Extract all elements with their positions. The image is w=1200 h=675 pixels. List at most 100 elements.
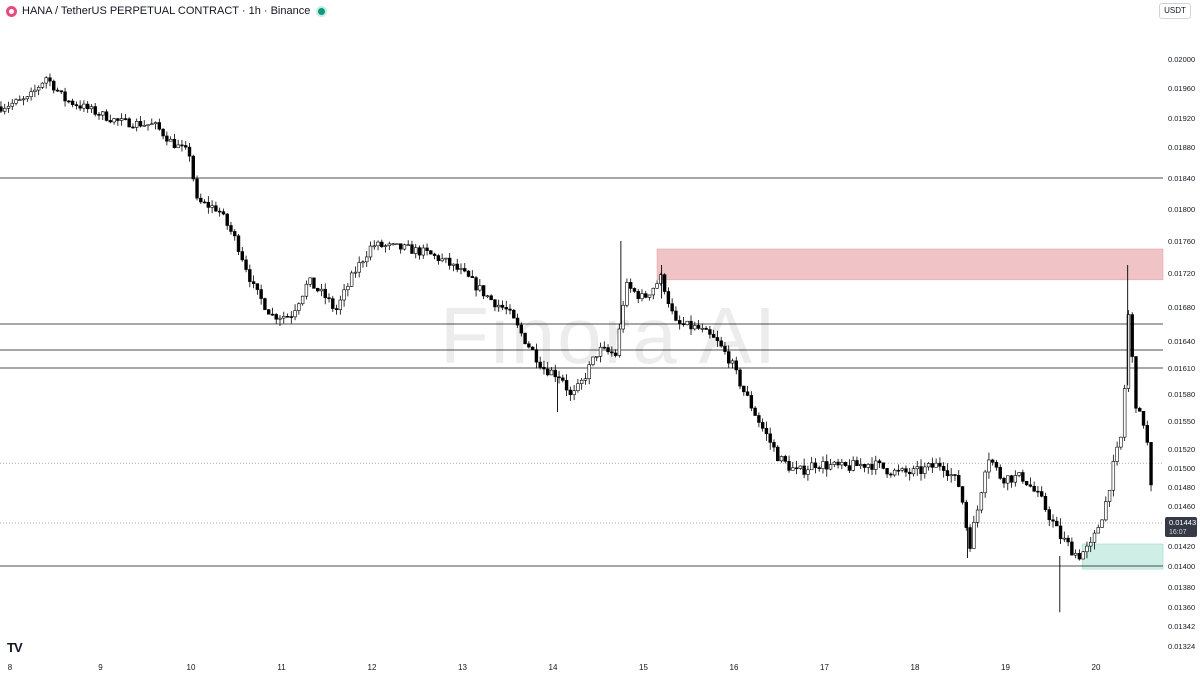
price-tick-label: 0.01760 xyxy=(1168,237,1195,246)
last-price-value: 0.01443 xyxy=(1169,518,1196,527)
candle-body xyxy=(289,316,294,318)
candle-body xyxy=(225,213,229,226)
price-tick-label: 0.01520 xyxy=(1168,445,1195,454)
candle-body xyxy=(945,470,950,477)
candle-body xyxy=(538,361,542,368)
chart-header: HANA / TetherUS PERPETUAL CONTRACT · 1h … xyxy=(6,3,326,19)
candle-body xyxy=(255,283,260,290)
candle-body xyxy=(1006,475,1010,484)
candle-body xyxy=(180,144,184,147)
candle-body xyxy=(723,345,727,352)
candle-body xyxy=(568,389,573,396)
watermark-text: Finora AI xyxy=(440,291,779,380)
price-tick-label: 0.01880 xyxy=(1168,143,1195,152)
candle-body xyxy=(768,433,772,443)
symbol-title[interactable]: HANA / TetherUS PERPETUAL CONTRACT · 1h … xyxy=(22,5,311,17)
candle-body xyxy=(1009,475,1014,483)
candle-body xyxy=(666,291,671,304)
date-tick-label: 15 xyxy=(639,663,648,672)
candle-body xyxy=(1002,478,1006,484)
candle-body xyxy=(700,327,705,330)
price-tick-label: 0.01380 xyxy=(1168,583,1195,592)
candle-body xyxy=(1055,520,1059,527)
candle-body xyxy=(315,288,320,292)
candle-body xyxy=(745,391,750,396)
candle-body xyxy=(825,461,829,470)
candle-body xyxy=(14,99,18,104)
candle-body xyxy=(410,244,414,254)
candle-body xyxy=(1085,545,1089,553)
candle-body xyxy=(990,459,995,463)
candle-body xyxy=(18,99,22,101)
candle-body xyxy=(892,469,897,476)
candle-body xyxy=(685,320,689,326)
candle-body xyxy=(809,462,814,471)
candle-body xyxy=(1013,475,1018,483)
candle-body xyxy=(365,256,369,263)
candle-body xyxy=(48,77,52,82)
candle-body xyxy=(0,106,3,112)
candle-body xyxy=(153,122,158,125)
candle-body xyxy=(828,464,833,470)
candle-body xyxy=(33,89,37,92)
candle-body xyxy=(165,135,169,142)
candle-body xyxy=(908,471,912,475)
price-axis[interactable]: 0.02000 0.01960 0.01920 0.01880 0.01840 0.018… xyxy=(1168,55,1195,651)
candle-body xyxy=(285,315,290,318)
tradingview-logo[interactable]: TV xyxy=(7,640,23,655)
candle-body xyxy=(1066,537,1070,543)
candle-body xyxy=(1017,472,1021,476)
candle-body xyxy=(636,291,640,299)
candle-body xyxy=(210,205,214,208)
candle-body xyxy=(832,461,837,465)
price-tick-label: 0.01550 xyxy=(1168,417,1195,426)
candle-body xyxy=(719,340,723,347)
candle-body xyxy=(444,257,448,260)
candle-body xyxy=(421,247,425,256)
candle-body xyxy=(923,466,927,474)
candle-body xyxy=(21,98,26,101)
candle-body xyxy=(1100,519,1104,528)
candle-body xyxy=(496,304,501,308)
candle-body xyxy=(440,258,444,262)
candle-body xyxy=(474,277,478,291)
candle-body xyxy=(1119,436,1123,448)
candle-body xyxy=(896,469,901,472)
price-tick-label: 0.01680 xyxy=(1168,303,1195,312)
candle-body xyxy=(1081,551,1085,560)
candle-body xyxy=(406,244,410,247)
candle-body xyxy=(591,356,595,365)
candle-body xyxy=(791,467,795,471)
candle-body xyxy=(184,145,188,148)
candle-body xyxy=(561,377,565,381)
date-tick-label: 11 xyxy=(277,663,286,672)
last-price-box xyxy=(1165,517,1197,537)
date-tick-label: 18 xyxy=(911,663,920,672)
date-tick-label: 19 xyxy=(1001,663,1010,672)
candle-body xyxy=(749,395,754,409)
candle-body xyxy=(874,460,878,470)
date-tick-label: 8 xyxy=(8,663,13,672)
candle-body xyxy=(278,317,282,320)
candle-body xyxy=(195,178,199,199)
candle-body xyxy=(380,241,384,248)
candle-body xyxy=(119,118,124,121)
candle-body xyxy=(199,197,203,203)
candle-body xyxy=(282,315,286,319)
currency-button[interactable]: USDT xyxy=(1159,3,1191,19)
candle-body xyxy=(123,118,128,120)
candle-body xyxy=(36,86,41,91)
candle-body xyxy=(6,105,11,109)
candle-body xyxy=(270,313,275,316)
candle-body xyxy=(1115,446,1119,462)
candle-body xyxy=(1089,541,1093,547)
candle-body xyxy=(553,369,557,378)
candle-body xyxy=(523,332,527,345)
time-axis[interactable]: 8 9 10 11 12 13 14 15 16 17 18 19 20 xyxy=(8,663,1101,672)
candle-body xyxy=(1062,537,1067,540)
candle-body xyxy=(368,245,373,258)
candle-body xyxy=(304,283,309,297)
candle-body xyxy=(772,442,776,448)
candle-body xyxy=(957,475,961,487)
